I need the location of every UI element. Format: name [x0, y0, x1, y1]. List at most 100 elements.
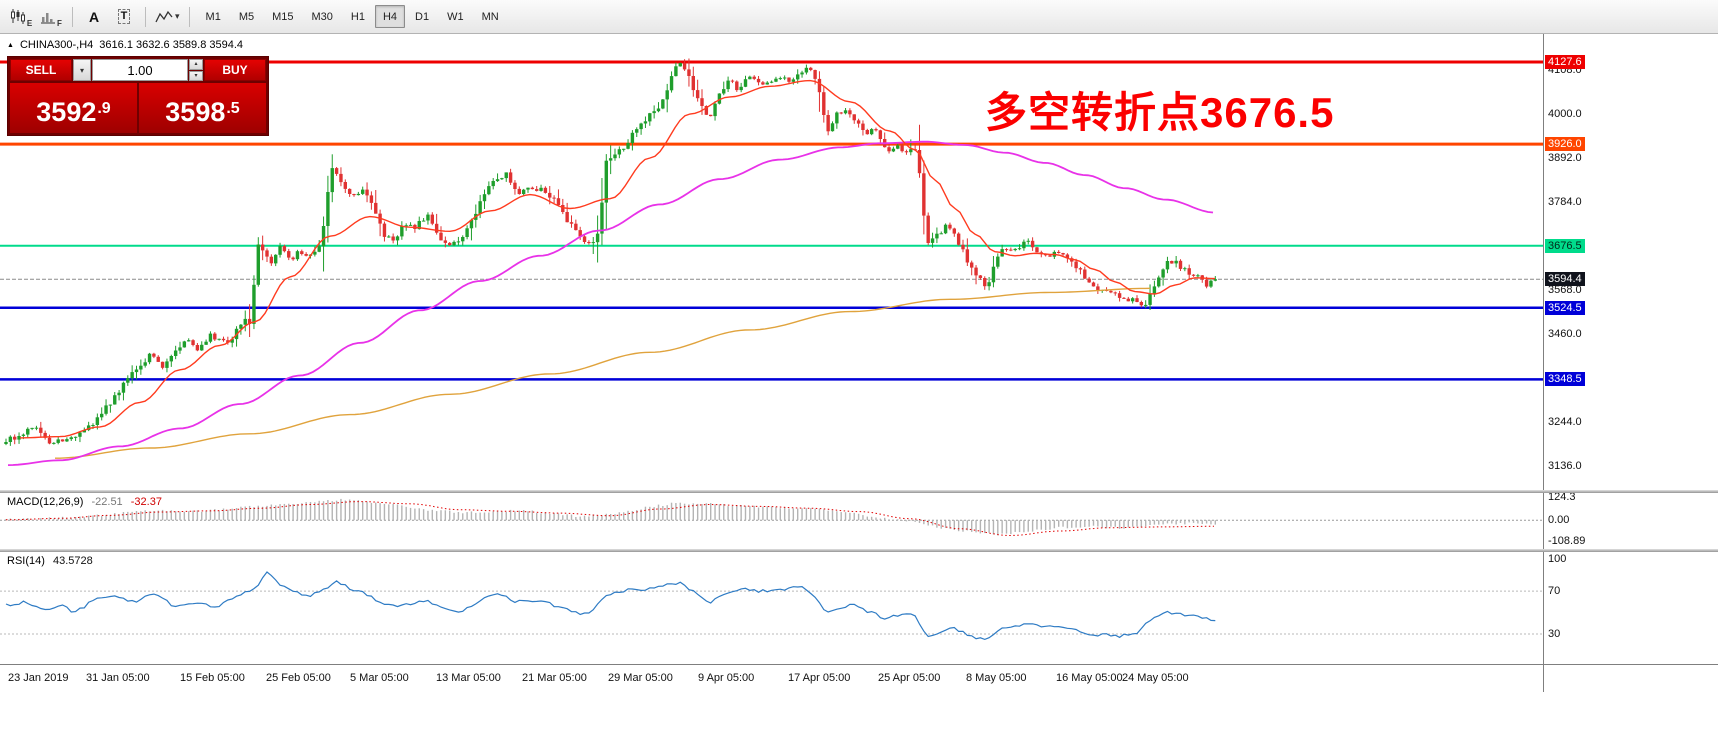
- macd-axis-label: -108.89: [1548, 535, 1586, 547]
- panel-splitter[interactable]: [0, 549, 1718, 552]
- label-tool-button[interactable]: T: [109, 5, 139, 29]
- time-axis-label: 21 Mar 05:00: [522, 672, 587, 684]
- price-tick-label: 3460.0: [1548, 328, 1582, 340]
- macd-axis-label: 124.3: [1548, 493, 1576, 503]
- time-axis-label: 16 May 05:00: [1056, 672, 1123, 684]
- collapse-triangle-icon[interactable]: ▲: [7, 41, 14, 49]
- time-axis-label: 29 Mar 05:00: [608, 672, 673, 684]
- stepper-up-icon[interactable]: ▴: [189, 59, 203, 70]
- timeframe-button-h4[interactable]: H4: [374, 5, 406, 28]
- time-axis-label: 25 Feb 05:00: [266, 672, 331, 684]
- macd-chart: [0, 498, 1543, 537]
- price-tick-label: 3568.0: [1548, 284, 1582, 296]
- main-toolbar: E F A T ▾ M1 M5 M15 M30 H1 H4 D1 W1 MN: [0, 0, 1718, 34]
- rsi-axis-label: 100: [1548, 553, 1567, 565]
- chevron-down-icon: ▾: [79, 65, 84, 75]
- price-badge: 3594.4: [1545, 272, 1585, 286]
- timeframe-button-m5[interactable]: M5: [238, 10, 255, 23]
- candlestick-icon: [10, 9, 25, 24]
- sell-price-display[interactable]: 3592 .9: [10, 83, 139, 133]
- price-badge: 3676.5: [1545, 239, 1585, 253]
- label-tool-icon: T: [117, 9, 131, 24]
- rsi-axis-label: 30: [1548, 628, 1561, 640]
- lot-size-input[interactable]: 1.00: [92, 59, 188, 81]
- one-click-trading-widget: SELL ▾ 1.00 ▴ ▾ BUY 3592 .9 3598 .5: [8, 57, 268, 135]
- price-tick-label: 3892.0: [1548, 152, 1582, 164]
- text-tool-icon: A: [88, 8, 100, 25]
- chart-ohlc-header: ▲ CHINA300-,H4 3616.1 3632.6 3589.8 3594…: [7, 39, 243, 51]
- timeframe-button-w1[interactable]: W1: [447, 10, 464, 23]
- timeframe-button-d1[interactable]: D1: [415, 10, 430, 23]
- toolbar-separator: [72, 6, 73, 27]
- price-tick-label: 3136.0: [1548, 460, 1582, 472]
- sell-button[interactable]: SELL: [10, 59, 72, 81]
- timeframe-button-h1[interactable]: H1: [350, 10, 365, 23]
- buy-button[interactable]: BUY: [204, 59, 266, 81]
- macd-label: MACD(12,26,9): [7, 496, 84, 508]
- price-badge: 3348.5: [1545, 372, 1585, 386]
- macd-indicator-panel[interactable]: 124.3 0.00 -108.89 MACD(12,26,9) -22.51 -3…: [0, 493, 1718, 549]
- toolbar-separator: [145, 6, 146, 27]
- price-badge: 3524.5: [1545, 301, 1585, 315]
- sell-price-decimal: .9: [97, 100, 111, 117]
- time-axis-label: 15 Feb 05:00: [180, 672, 245, 684]
- macd-signal-value: -32.37: [130, 496, 162, 508]
- icon-sub-label-e: E: [26, 18, 33, 28]
- macd-axis: 124.3 0.00 -108.89: [1544, 493, 1717, 549]
- histogram-icon: [41, 13, 56, 24]
- price-badge: 3926.0: [1545, 137, 1585, 151]
- chart-mode-button[interactable]: E: [6, 5, 36, 29]
- rsi-axis: 100 70 30: [1544, 552, 1717, 664]
- lot-dropdown-button[interactable]: ▾: [73, 59, 91, 81]
- timeframe-button-m15[interactable]: M15: [272, 10, 294, 23]
- time-axis[interactable]: 23 Jan 2019 31 Jan 05:00 15 Feb 05:00 25 Fe…: [0, 664, 1718, 693]
- price-tick-label: 3244.0: [1548, 416, 1582, 428]
- panel-splitter[interactable]: [0, 490, 1718, 493]
- rsi-indicator-panel[interactable]: 100 70 30 RSI(14) 43.5728: [0, 552, 1718, 664]
- symbol-label: CHINA300-,H4: [19, 39, 94, 51]
- price-axis: 4108.04000.03892.03784.03676.03568.03460…: [1544, 33, 1717, 490]
- chart-annotation-text: 多空转折点3676.5: [985, 89, 1335, 136]
- timeframe-button-mn[interactable]: MN: [481, 10, 499, 23]
- timeframe-toolbar: M1 M5 M15 M30 H1 H4 D1 W1 MN: [198, 5, 507, 28]
- rsi-chart: [0, 571, 1543, 641]
- ohlc-values: 3616.1 3632.6 3589.8 3594.4: [99, 39, 244, 51]
- time-axis-label: 5 Mar 05:00: [350, 672, 409, 684]
- time-axis-label: 17 Apr 05:00: [788, 672, 851, 684]
- timeframe-button-m30[interactable]: M30: [311, 10, 333, 23]
- buy-price-main: 3598: [165, 97, 226, 127]
- candlestick-chart[interactable]: [0, 33, 1543, 490]
- macd-axis-label: 0.00: [1548, 514, 1570, 526]
- rsi-label: RSI(14): [7, 555, 45, 567]
- buy-price-decimal: .5: [226, 100, 240, 117]
- time-axis-label: 13 Mar 05:00: [436, 672, 501, 684]
- price-tick-label: 3784.0: [1548, 196, 1582, 208]
- trade-prices-row: 3592 .9 3598 .5: [10, 83, 266, 133]
- time-axis-label: 8 May 05:00: [966, 672, 1027, 684]
- rsi-axis-label: 70: [1548, 585, 1561, 597]
- icon-sub-label-f: F: [57, 18, 62, 28]
- lot-stepper: ▴ ▾: [189, 59, 203, 81]
- time-axis-label: 9 Apr 05:00: [698, 672, 755, 684]
- rsi-header: RSI(14) 43.5728: [7, 555, 93, 567]
- time-axis-label: 25 Apr 05:00: [878, 672, 941, 684]
- timeframe-button-m1[interactable]: M1: [205, 10, 221, 23]
- price-chart-panel[interactable]: 4108.04000.03892.03784.03676.03568.03460…: [0, 33, 1718, 490]
- macd-value: -22.51: [91, 496, 123, 508]
- time-axis-label: 31 Jan 05:00: [86, 672, 150, 684]
- volume-mode-button[interactable]: F: [36, 5, 66, 29]
- rsi-value: 43.5728: [52, 555, 93, 567]
- chevron-down-icon: ▾: [175, 11, 180, 21]
- patterns-dropdown-button[interactable]: ▾: [152, 5, 183, 29]
- price-tick-label: 4000.0: [1548, 108, 1582, 120]
- stepper-down-icon[interactable]: ▾: [189, 70, 203, 81]
- sell-price-main: 3592: [36, 97, 97, 127]
- time-axis-label: 24 May 05:00: [1122, 672, 1189, 684]
- text-tool-button[interactable]: A: [79, 5, 109, 29]
- buy-price-display[interactable]: 3598 .5: [139, 83, 266, 133]
- zigzag-icon: [155, 10, 173, 22]
- time-axis-label: 23 Jan 2019: [8, 672, 69, 684]
- trade-controls-row: SELL ▾ 1.00 ▴ ▾ BUY: [10, 59, 266, 81]
- axis-separator-line: [1543, 33, 1544, 692]
